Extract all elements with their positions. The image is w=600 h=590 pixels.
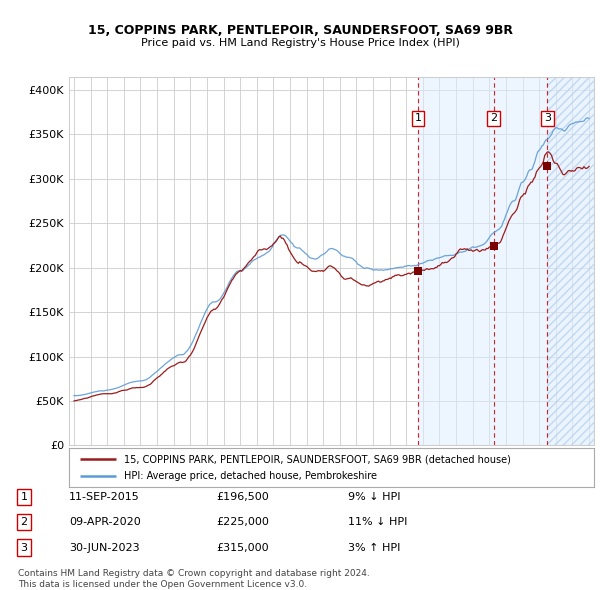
Text: £315,000: £315,000: [216, 543, 269, 552]
Text: 11% ↓ HPI: 11% ↓ HPI: [348, 517, 407, 527]
Text: 2: 2: [20, 517, 28, 527]
Text: 3: 3: [20, 543, 28, 552]
Bar: [418, 77, 594, 445]
Text: 11-SEP-2015: 11-SEP-2015: [69, 492, 140, 502]
Text: Price paid vs. HM Land Registry's House Price Index (HPI): Price paid vs. HM Land Registry's House …: [140, 38, 460, 48]
Text: 09-APR-2020: 09-APR-2020: [69, 517, 141, 527]
Text: This data is licensed under the Open Government Licence v3.0.: This data is licensed under the Open Gov…: [18, 579, 307, 589]
Text: £196,500: £196,500: [216, 492, 269, 502]
Text: 3: 3: [544, 113, 551, 123]
Text: Contains HM Land Registry data © Crown copyright and database right 2024.: Contains HM Land Registry data © Crown c…: [18, 569, 370, 578]
Text: 1: 1: [415, 113, 421, 123]
Text: £225,000: £225,000: [216, 517, 269, 527]
Text: 30-JUN-2023: 30-JUN-2023: [69, 543, 140, 552]
Text: HPI: Average price, detached house, Pembrokeshire: HPI: Average price, detached house, Pemb…: [124, 471, 377, 481]
Bar: [547, 77, 594, 445]
Text: 15, COPPINS PARK, PENTLEPOIR, SAUNDERSFOOT, SA69 9BR: 15, COPPINS PARK, PENTLEPOIR, SAUNDERSFO…: [88, 24, 512, 37]
Bar: [547, 77, 594, 445]
Text: 3% ↑ HPI: 3% ↑ HPI: [348, 543, 400, 552]
Text: 15, COPPINS PARK, PENTLEPOIR, SAUNDERSFOOT, SA69 9BR (detached house): 15, COPPINS PARK, PENTLEPOIR, SAUNDERSFO…: [124, 454, 511, 464]
Text: 1: 1: [20, 492, 28, 502]
Text: 2: 2: [490, 113, 497, 123]
Text: 9% ↓ HPI: 9% ↓ HPI: [348, 492, 401, 502]
